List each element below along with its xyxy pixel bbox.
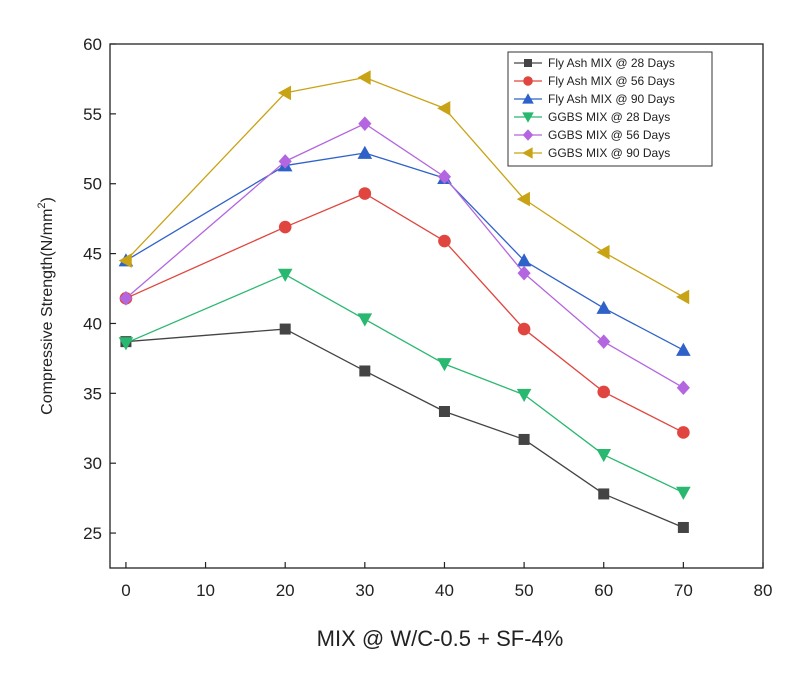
data-point — [677, 426, 690, 439]
data-point — [118, 253, 132, 268]
legend-marker — [522, 147, 533, 159]
y-tick-label: 35 — [83, 384, 102, 403]
x-tick-label: 40 — [435, 581, 454, 600]
data-point — [437, 358, 452, 372]
data-point — [676, 342, 691, 356]
y-axis-title-main: Compressive Strength(N/mm — [39, 209, 56, 415]
legend-marker — [524, 59, 532, 67]
x-tick-label: 60 — [594, 581, 613, 600]
legend-label: GGBS MIX @ 56 Days — [548, 128, 670, 142]
data-point — [598, 488, 610, 500]
data-point — [516, 191, 530, 207]
series-line — [125, 273, 684, 494]
data-point — [517, 265, 531, 281]
data-point — [119, 291, 133, 306]
data-point — [597, 385, 611, 399]
series-5 — [119, 116, 690, 396]
legend: Fly Ash MIX @ 28 Days Fly Ash MIX @ 56 Da… — [507, 51, 713, 167]
x-tick-label: 0 — [121, 581, 130, 600]
legend-label: GGBS MIX @ 90 Days — [548, 146, 670, 160]
y-tick-label: 40 — [83, 314, 102, 333]
data-point — [676, 289, 690, 305]
data-point — [596, 244, 610, 260]
y-tick-label: 30 — [83, 454, 102, 473]
legend-marker — [523, 76, 533, 86]
data-point — [677, 521, 689, 533]
data-point — [357, 313, 373, 327]
x-axis-title: MIX @ W/C-0.5 + SF-4% — [317, 626, 564, 651]
y-tick-label: 50 — [83, 175, 102, 194]
legend-item: Fly Ash MIX @ 28 Days — [514, 56, 675, 70]
x-axis: 0 10 20 30 40 50 60 70 80 — [121, 562, 772, 600]
y-axis: 25 30 35 40 45 50 55 60 — [83, 35, 116, 543]
data-point — [438, 405, 450, 417]
series-4 — [118, 268, 691, 500]
data-point — [277, 268, 293, 282]
x-tick-label: 20 — [276, 581, 295, 600]
data-point — [118, 337, 134, 351]
data-point — [438, 234, 451, 248]
data-point — [596, 300, 612, 314]
y-axis-title-superscript: 2 — [36, 202, 48, 208]
legend-label: Fly Ash MIX @ 28 Days — [548, 56, 675, 70]
legend-marker — [522, 129, 534, 141]
data-point — [516, 253, 532, 267]
y-tick-label: 25 — [83, 524, 102, 543]
data-point — [357, 70, 371, 85]
legend-label: GGBS MIX @ 28 Days — [548, 110, 670, 124]
data-point — [278, 220, 292, 234]
data-point — [358, 116, 372, 131]
legend-label: Fly Ash MIX @ 90 Days — [548, 92, 675, 106]
data-point — [517, 322, 531, 336]
series-layer — [118, 70, 691, 533]
x-tick-label: 30 — [355, 581, 374, 600]
data-point — [437, 169, 452, 185]
y-tick-label: 45 — [83, 245, 102, 264]
data-point — [516, 388, 532, 403]
legend-marker — [522, 93, 534, 104]
x-tick-label: 10 — [196, 581, 215, 600]
data-point — [278, 154, 292, 169]
x-tick-label: 80 — [754, 581, 773, 600]
y-axis-title: Compressive Strength(N/mm2) — [36, 197, 56, 415]
y-axis-title-close: ) — [39, 197, 56, 202]
data-point — [676, 486, 691, 500]
x-tick-label: 70 — [674, 581, 693, 600]
data-point — [277, 85, 292, 101]
legend-item: GGBS MIX @ 90 Days — [514, 146, 670, 160]
legend-item: GGBS MIX @ 28 Days — [514, 110, 670, 124]
legend-item: Fly Ash MIX @ 56 Days — [514, 74, 675, 88]
data-point — [358, 187, 372, 200]
legend-marker — [522, 112, 534, 123]
data-point — [279, 323, 291, 335]
legend-frame — [507, 51, 713, 167]
plot-area — [109, 43, 764, 569]
y-tick-label: 55 — [83, 105, 102, 124]
series-1 — [120, 323, 689, 533]
data-point — [359, 365, 371, 377]
legend-item: Fly Ash MIX @ 90 Days — [514, 92, 675, 106]
y-tick-label: 60 — [83, 35, 102, 54]
data-point — [597, 334, 611, 349]
data-point — [518, 433, 530, 445]
legend-label: Fly Ash MIX @ 56 Days — [548, 74, 675, 88]
data-point — [676, 380, 690, 396]
data-point — [437, 100, 451, 116]
series-6 — [118, 70, 690, 305]
legend-items: Fly Ash MIX @ 28 Days Fly Ash MIX @ 56 Da… — [514, 56, 675, 160]
data-point — [357, 145, 373, 159]
legend-item: GGBS MIX @ 56 Days — [514, 128, 670, 142]
data-point — [596, 448, 612, 463]
x-tick-label: 50 — [515, 581, 534, 600]
